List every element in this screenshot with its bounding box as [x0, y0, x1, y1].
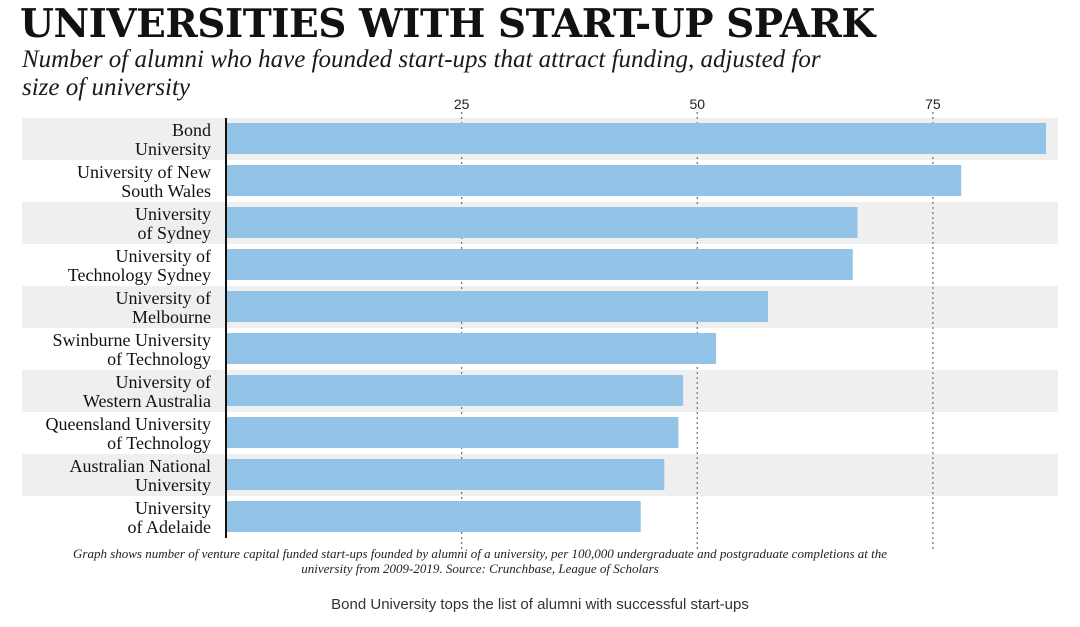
- x-tick-label: 75: [925, 96, 941, 112]
- category-label: University of New South Wales: [77, 162, 211, 201]
- bars: [226, 123, 1046, 532]
- chart-subtitle: Number of alumni who have founded start-…: [22, 46, 821, 101]
- category-label: University of Melbourne: [116, 288, 211, 327]
- x-axis-ticks: 25 50 75: [454, 96, 941, 112]
- bar: [226, 501, 641, 532]
- image-caption: Bond University tops the list of alumni …: [331, 596, 749, 613]
- bar: [226, 291, 768, 322]
- category-label: University of Adelaide: [128, 498, 211, 537]
- x-tick-label: 25: [454, 96, 470, 112]
- bar: [226, 207, 858, 238]
- category-label: Swinburne University of Technology: [53, 330, 211, 369]
- chart-title: UNIVERSITIES WITH START-UP SPARK: [20, 1, 875, 47]
- category-label: Queensland University of Technology: [46, 414, 211, 453]
- bar: [226, 165, 962, 196]
- category-label: University of Sydney: [135, 204, 211, 243]
- category-label: University of Technology Sydney: [68, 246, 211, 285]
- bar: [226, 417, 679, 448]
- category-label: Australian National University: [70, 456, 211, 495]
- category-label: Bond University: [135, 120, 211, 159]
- x-tick-label: 50: [689, 96, 705, 112]
- category-label: University of Western Australia: [83, 372, 211, 411]
- bar: [226, 249, 853, 280]
- chart-footnote: Graph shows number of venture capital fu…: [73, 546, 887, 576]
- bar: [226, 459, 665, 490]
- bar: [226, 123, 1046, 154]
- bar: [226, 375, 684, 406]
- bar: [226, 333, 717, 364]
